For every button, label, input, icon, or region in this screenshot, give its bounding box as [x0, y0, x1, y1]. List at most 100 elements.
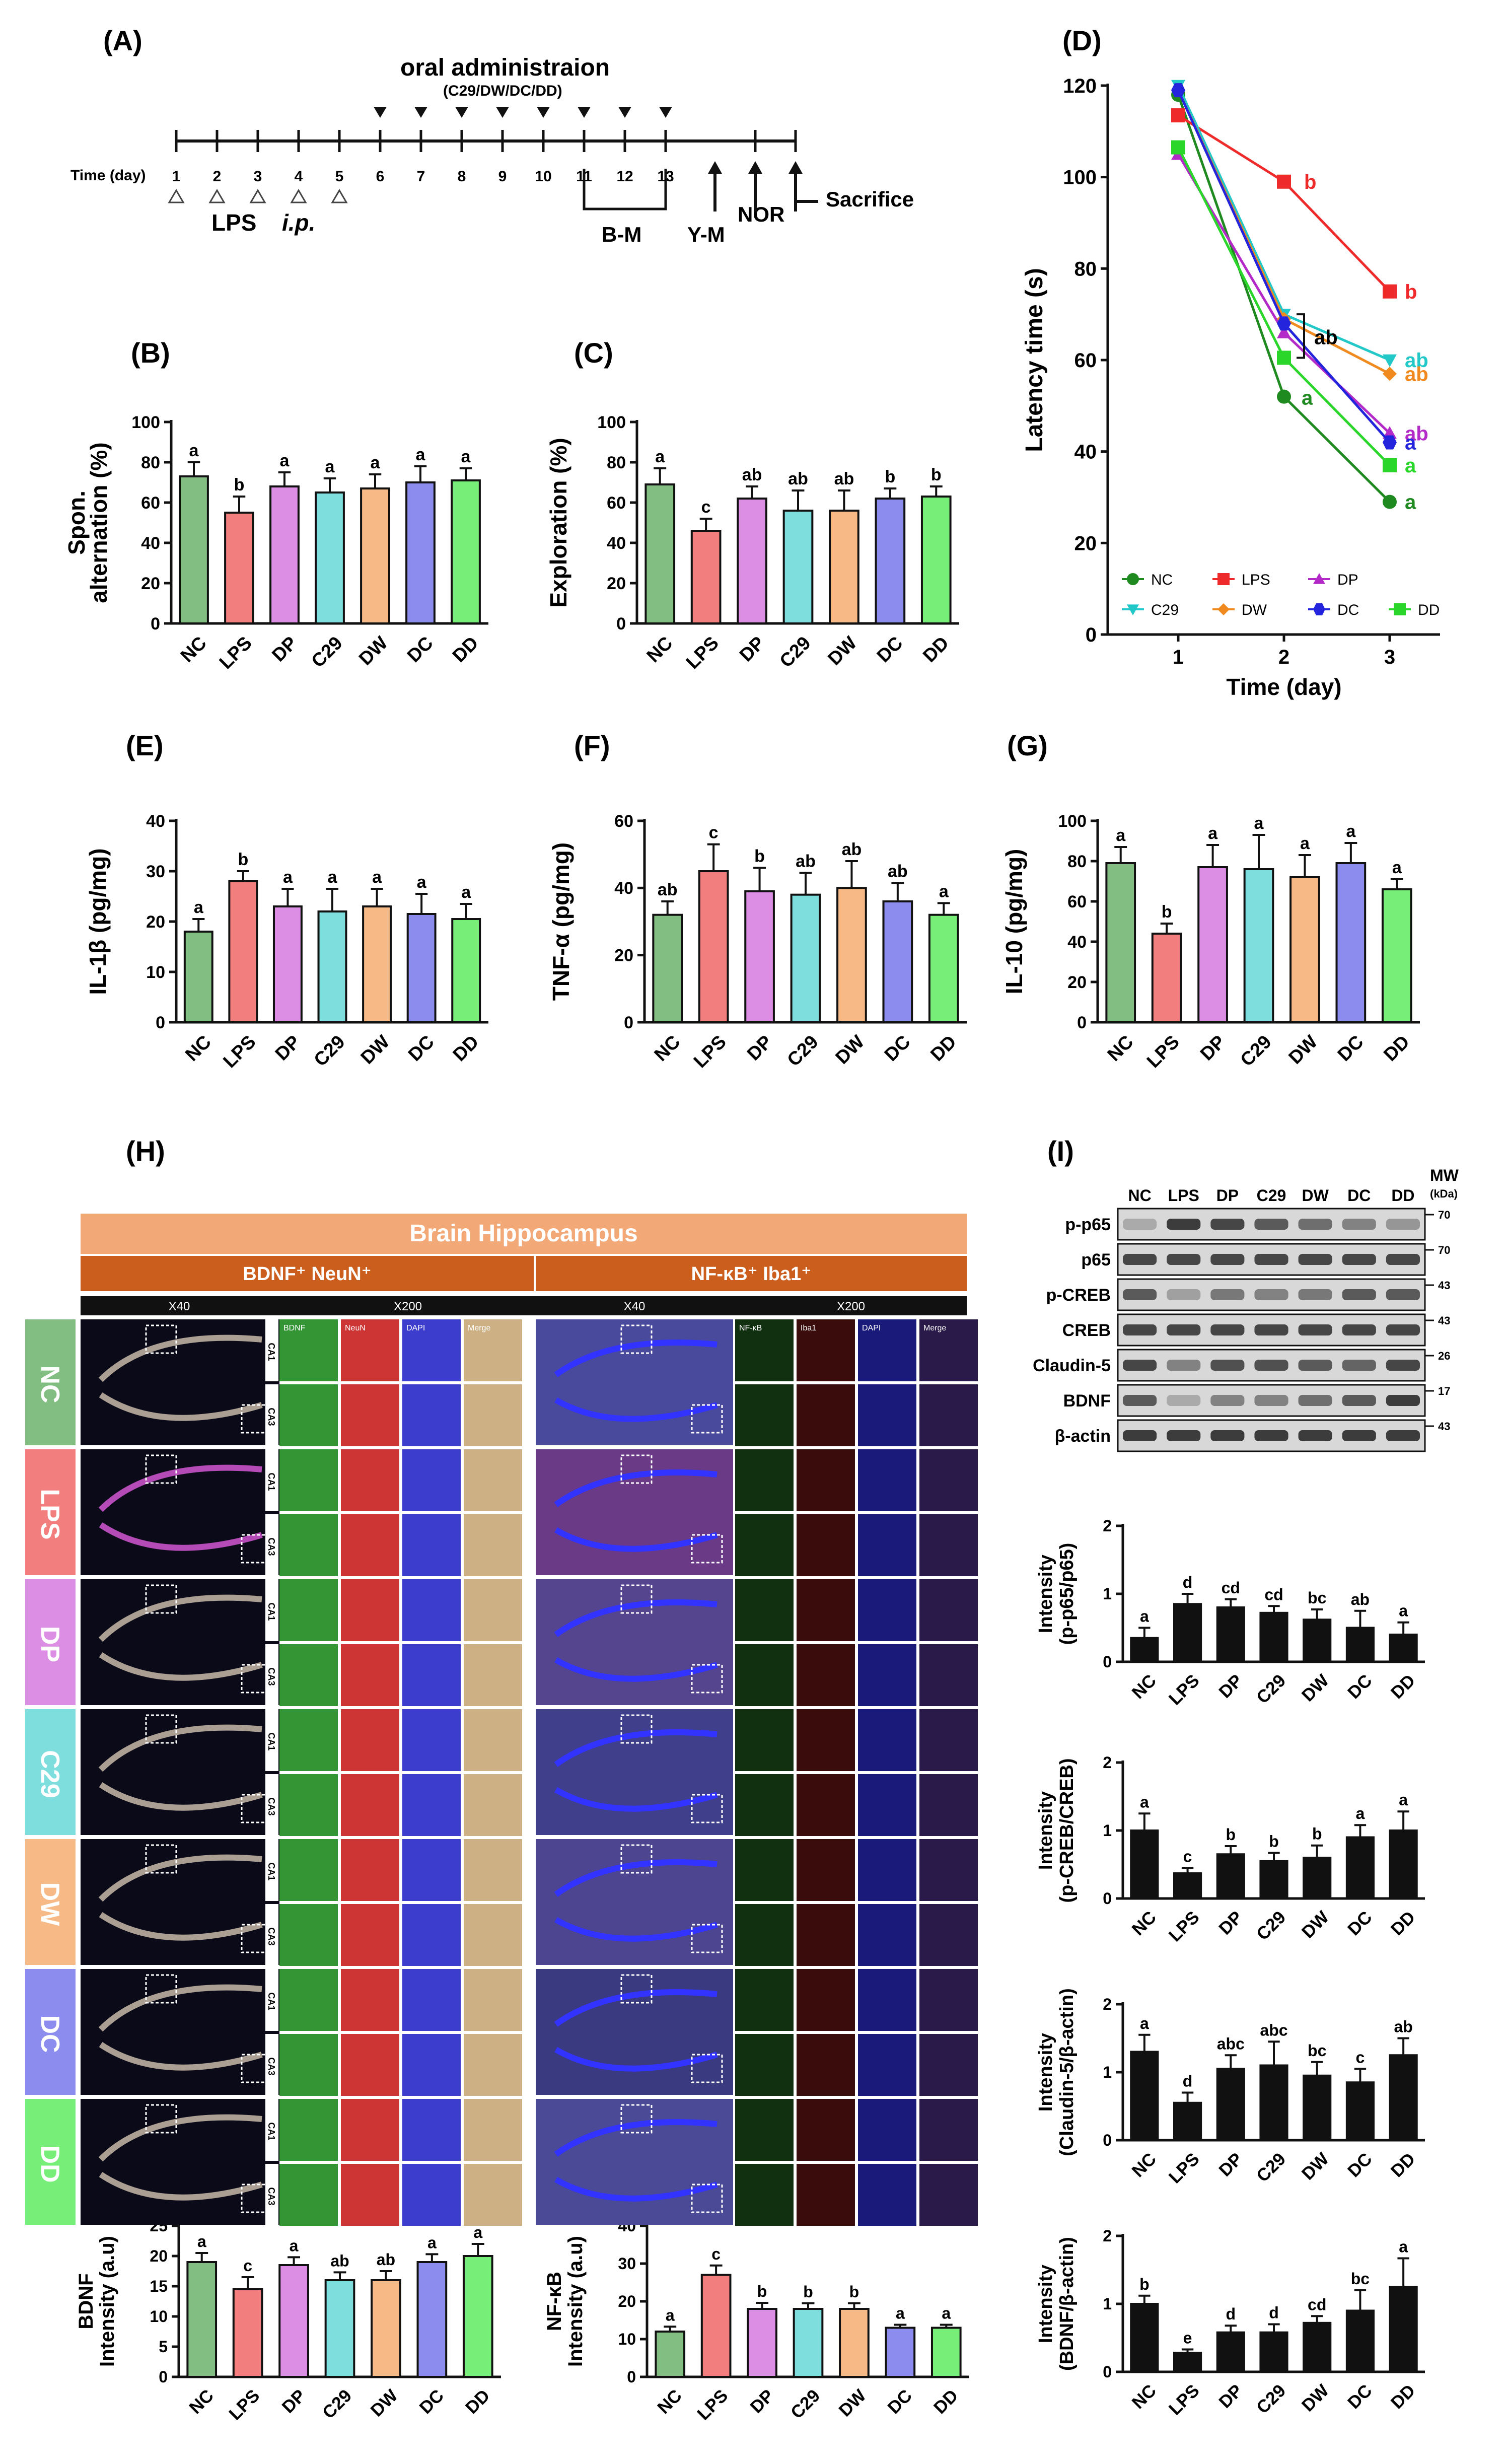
bar-nc — [1105, 862, 1136, 1023]
x-tick-label: C29 — [1253, 2381, 1289, 2418]
x-tick-label: DW — [1298, 1670, 1333, 1706]
panel-label-h: (H) — [126, 1135, 165, 1167]
significance-letter: a — [473, 2223, 482, 2241]
bar-lps — [228, 880, 258, 1023]
significance-letter: a — [1346, 822, 1356, 841]
western-blot: MW (kDa) NC LPS DP C29 DW DC DD p-p6570p6570p-… — [1033, 1166, 1459, 1452]
hippocampus-trace — [98, 2114, 263, 2201]
x-tick-label: DP — [743, 1031, 776, 1064]
y-axis-label: Spon. — [63, 490, 90, 555]
channel-label: Iba1 — [801, 1324, 816, 1332]
zoom-box — [145, 1324, 177, 1354]
chart-i-bdnf-actin: 0 1 2 b NC e LPS d DP d C29 cd DW bc DC a DD Intensity (BD… — [1035, 2227, 1425, 2419]
x-tick-label: DW — [354, 632, 392, 669]
x40-image-nfkb-dw — [536, 1839, 733, 1965]
region-label: CA1 — [266, 1992, 276, 2010]
zoom-box — [241, 2184, 273, 2213]
x200-tile-right — [858, 1904, 916, 1966]
region-label: CA3 — [266, 2057, 276, 2075]
y-tick-label: 20 — [1074, 532, 1097, 554]
zoom-box — [620, 1584, 653, 1614]
x-tick-label: DC — [1333, 1031, 1368, 1065]
significance-letter: d — [1183, 1573, 1193, 1591]
bar-dc — [416, 2261, 448, 2378]
significance-letter: c — [709, 823, 719, 842]
x200-tile-right — [735, 2034, 794, 2096]
right-subheader-bar — [536, 1256, 967, 1291]
data-point-nc — [1277, 389, 1291, 404]
blot-band — [1342, 1219, 1376, 1230]
x200-tile-right — [735, 2099, 794, 2161]
x40-image-nfkb-c29 — [536, 1709, 733, 1835]
chart-c-exploration: 0 20 40 60 80 100 a NC c LPS ab DP ab C29 ab DW b DC b DD Ex… — [545, 413, 959, 673]
x200-tile-right — [858, 1839, 916, 1901]
bar-c29 — [1259, 2331, 1288, 2373]
blot-band — [1254, 1219, 1288, 1230]
data-point-dw — [1383, 367, 1397, 381]
bar-nc — [183, 931, 213, 1023]
x200-tile-left — [464, 1384, 522, 1446]
x-tick-label: LPS — [1165, 1908, 1203, 1946]
x200-tile-right — [797, 2099, 855, 2161]
row-label-tile-dw — [25, 1839, 76, 1965]
x-tick-label: C29 — [1253, 1908, 1289, 1944]
x-tick-label: NC — [1128, 1671, 1161, 1703]
bar-dp — [744, 890, 775, 1023]
y-axis-label: TNF-α (pg/mg) — [548, 842, 574, 1001]
x40-image-nfkb-lps — [536, 1449, 733, 1575]
x200-tile-right — [735, 1384, 794, 1446]
bar-dw — [836, 887, 867, 1024]
x200-tile-left — [402, 1709, 461, 1771]
x-tick-label: DD — [926, 1031, 960, 1065]
row-label-tile-c29 — [25, 1709, 76, 1835]
panel-label-b: (B) — [131, 337, 170, 369]
x40-image-nfkb-dp — [536, 1579, 733, 1705]
y-tick-label: 0 — [627, 2368, 636, 2386]
bar-lps — [1173, 1872, 1202, 1900]
zoom-box — [620, 1714, 653, 1744]
histology-panel: Brain Hippocampus BDNF⁺ NeuN⁺ NF-κB⁺ Iba… — [25, 1214, 978, 2226]
significance-letter: bc — [1351, 2270, 1370, 2288]
x200-tile-right — [735, 1644, 794, 1706]
significance-letter: a — [1140, 1793, 1149, 1811]
significance-letter: b — [757, 2282, 767, 2300]
y-tick-label: 0 — [1103, 2363, 1112, 2381]
x-tick-label: DC — [1344, 2149, 1376, 2181]
x-tick-label: LPS — [1165, 1671, 1203, 1709]
hippocampus-trace — [98, 1334, 263, 1421]
row-label-c29: C29 — [35, 1750, 64, 1798]
x-tick-label: DP — [278, 2386, 310, 2417]
x-tick-label: NC — [176, 632, 210, 666]
blot-band — [1342, 1254, 1376, 1265]
blot-band — [1210, 1430, 1245, 1441]
x200-tile-right — [858, 1514, 916, 1576]
legend-label-nc: NC — [1151, 572, 1173, 588]
x-tick-label: 1 — [1173, 646, 1184, 668]
significance-letter: cd — [1222, 1579, 1240, 1597]
timeline-day-label: 2 — [213, 168, 222, 185]
significance-letter: ab — [834, 469, 854, 488]
legend-label-lps: LPS — [1242, 572, 1270, 588]
bar-c29 — [315, 491, 345, 624]
blot-band — [1386, 1219, 1420, 1230]
region-label-bg — [265, 1384, 278, 1446]
bar-nc — [644, 483, 676, 624]
bar-dw — [1303, 2074, 1332, 2141]
x-tick-label: C29 — [783, 1031, 822, 1070]
x200-tile-left — [279, 1514, 338, 1576]
y-tick-label: 40 — [614, 879, 633, 898]
lps-injection-marker — [331, 189, 348, 203]
y-tick-label: 0 — [1103, 2131, 1112, 2149]
band-label: β-actin — [1055, 1427, 1111, 1446]
significance-letter: a — [325, 457, 335, 476]
blot-band — [1386, 1395, 1420, 1406]
left-x40-label: X40 — [169, 1300, 190, 1313]
zoom-box — [620, 1844, 653, 1874]
timeline-day-label: 10 — [535, 168, 551, 185]
bar-dw — [362, 905, 392, 1023]
y-tick-label: 30 — [618, 2255, 636, 2273]
hippocampus-trace — [554, 1989, 718, 2072]
x200-tile-left — [279, 1579, 338, 1641]
bar-dp — [1216, 2068, 1245, 2141]
band-mw: 43 — [1438, 1420, 1450, 1433]
